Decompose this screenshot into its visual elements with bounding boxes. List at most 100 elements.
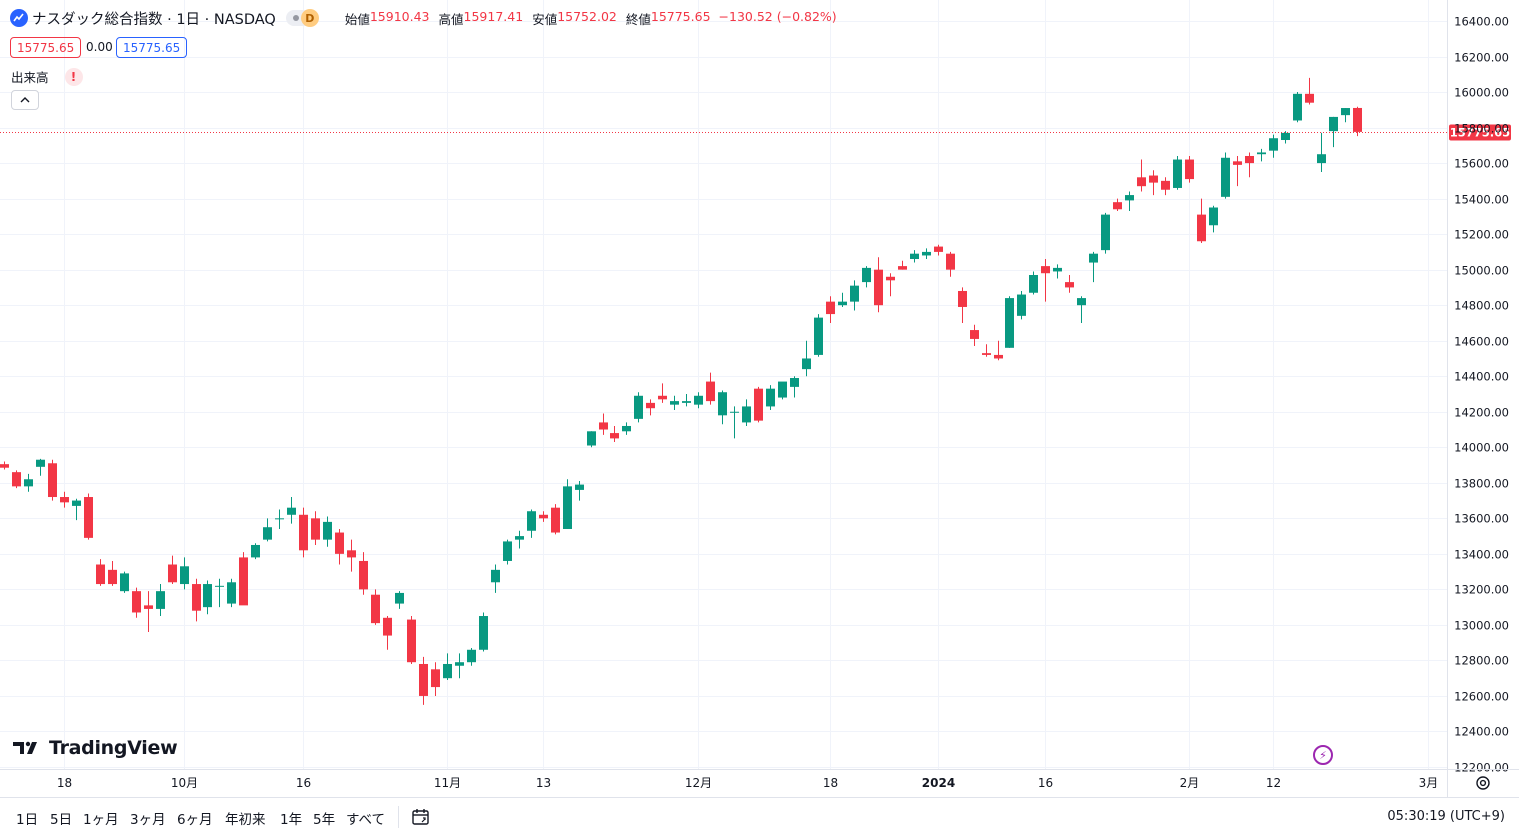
candle-body: [1353, 107, 1362, 132]
range-6m-button[interactable]: 6ヶ月: [177, 812, 213, 828]
settings-gear-icon[interactable]: [1474, 774, 1492, 792]
y-tick-label: 13800.00: [1454, 477, 1509, 491]
collapse-legend-button[interactable]: [11, 90, 39, 110]
warning-icon[interactable]: !: [64, 67, 83, 86]
candle-body: [718, 392, 727, 416]
y-tick-label: 16200.00: [1454, 51, 1509, 65]
y-tick-label: 12600.00: [1454, 690, 1509, 704]
candle-body: [1125, 195, 1134, 201]
candle-body: [227, 582, 236, 604]
y-tick-label: 15400.00: [1454, 193, 1509, 207]
y-tick-label: 14400.00: [1454, 370, 1509, 384]
candle-body: [874, 269, 883, 306]
candle-body: [347, 550, 356, 558]
candle-body: [922, 251, 931, 256]
candle-body: [299, 514, 308, 551]
last-price-line: 15775.65: [0, 124, 1511, 141]
candle-body: [862, 267, 871, 283]
y-tick-label: 12400.00: [1454, 725, 1509, 739]
y-tick-label: 13400.00: [1454, 548, 1509, 562]
candle-body: [1017, 294, 1026, 316]
last-price-label: 15775.65: [1450, 126, 1510, 140]
volume-label[interactable]: 出来高: [11, 70, 49, 85]
low-label: 安値: [532, 11, 558, 27]
candle-body: [622, 425, 631, 432]
candle-body: [946, 253, 955, 270]
y-tick-label: 13000.00: [1454, 619, 1509, 633]
range-1y-button[interactable]: 1年: [280, 812, 303, 828]
candle-body: [634, 395, 643, 419]
candle-body: [599, 422, 608, 430]
candle-body: [419, 663, 428, 696]
timezone-clock[interactable]: 05:30:19 (UTC+9): [1387, 809, 1505, 824]
tradingview-logo[interactable]: TradingView: [13, 737, 178, 759]
candle-body: [1065, 282, 1074, 288]
range-5y-button[interactable]: 5年: [313, 812, 336, 828]
candle-body: [359, 560, 368, 590]
x-tick-label: 10月: [171, 776, 198, 790]
candle-body: [431, 669, 440, 688]
candle-body: [802, 358, 811, 370]
y-tick-label: 13600.00: [1454, 512, 1509, 526]
candle-body: [443, 663, 452, 679]
candle-body: [1317, 154, 1326, 164]
close-value: 15775.65: [650, 8, 711, 24]
market-status-toggle[interactable]: D: [285, 9, 319, 27]
candle-body: [1257, 152, 1266, 155]
tradingview-logo-icon: [13, 741, 37, 754]
candle-body: [48, 463, 57, 498]
y-tick-label: 16000.00: [1454, 86, 1509, 100]
range-ytd-button[interactable]: 年初来: [225, 812, 266, 828]
x-tick-label: 3月: [1419, 776, 1439, 790]
candle-body: [850, 285, 859, 302]
range-all-button[interactable]: すべて: [346, 812, 386, 828]
candle-body: [120, 573, 129, 592]
sell-price-button[interactable]: 15775.65: [10, 37, 82, 58]
symbol-title[interactable]: ナスダック総合指数 · 1日 · NASDAQ: [32, 11, 276, 28]
candle-body: [1161, 180, 1170, 190]
range-3m-button[interactable]: 3ヶ月: [130, 812, 166, 828]
candle-body: [934, 246, 943, 252]
price-chart[interactable]: 15775.65 16400.00 16200.00 16000.00 15800.0…: [0, 0, 1519, 797]
x-tick-label: 2月: [1180, 776, 1200, 790]
range-5d-button[interactable]: 5日: [50, 812, 73, 828]
x-tick-label: 12: [1266, 776, 1281, 790]
candle-body: [982, 353, 991, 355]
candle-body: [251, 544, 260, 558]
change-value: −130.52 (−0.82%): [718, 8, 837, 24]
candle-body: [766, 388, 775, 407]
symbol-logo-icon[interactable]: [10, 9, 28, 27]
price-axis[interactable]: 16400.00 16200.00 16000.00 15800.00 15600.00…: [1447, 0, 1510, 797]
candle-body: [826, 301, 835, 315]
lightning-icon[interactable]: ⚡: [1313, 745, 1333, 765]
candle-body: [706, 381, 715, 402]
candle-body: [814, 317, 823, 355]
range-1m-button[interactable]: 1ヶ月: [83, 812, 119, 828]
candle-body: [1029, 274, 1038, 293]
y-tick-label: 14800.00: [1454, 299, 1509, 313]
candle-body: [108, 569, 117, 585]
candle-body: [12, 472, 21, 487]
y-tick-label: 12200.00: [1454, 761, 1509, 775]
symbol-header: ナスダック総合指数 · 1日 · NASDAQ D 始値 15910.43 高値 1…: [10, 7, 837, 29]
candle-body: [96, 564, 105, 585]
candle-body: [491, 569, 500, 583]
time-axis[interactable]: 18 10月 16 11月 13 12月 18 2024 16 2月 12 3月: [0, 769, 1519, 791]
candle-body: [1209, 207, 1218, 226]
x-tick-label: 13: [536, 776, 551, 790]
candle-body: [407, 619, 416, 663]
buy-price-button[interactable]: 15775.65: [116, 37, 188, 58]
y-tick-label: 15800.00: [1454, 122, 1509, 136]
candle-body: [156, 591, 165, 609]
candle-body: [527, 511, 536, 531]
candle-body: [467, 649, 476, 663]
goto-date-calendar-icon[interactable]: [410, 806, 432, 828]
candle-body: [610, 433, 619, 439]
delayed-data-badge[interactable]: D: [300, 9, 319, 27]
low-value: 15752.02: [557, 8, 617, 24]
candle-body: [1221, 157, 1230, 197]
candle-body: [311, 518, 320, 540]
volume-indicator[interactable]: 出来高 !: [11, 67, 83, 86]
candle-body: [778, 381, 787, 398]
range-1d-button[interactable]: 1日: [16, 812, 39, 828]
